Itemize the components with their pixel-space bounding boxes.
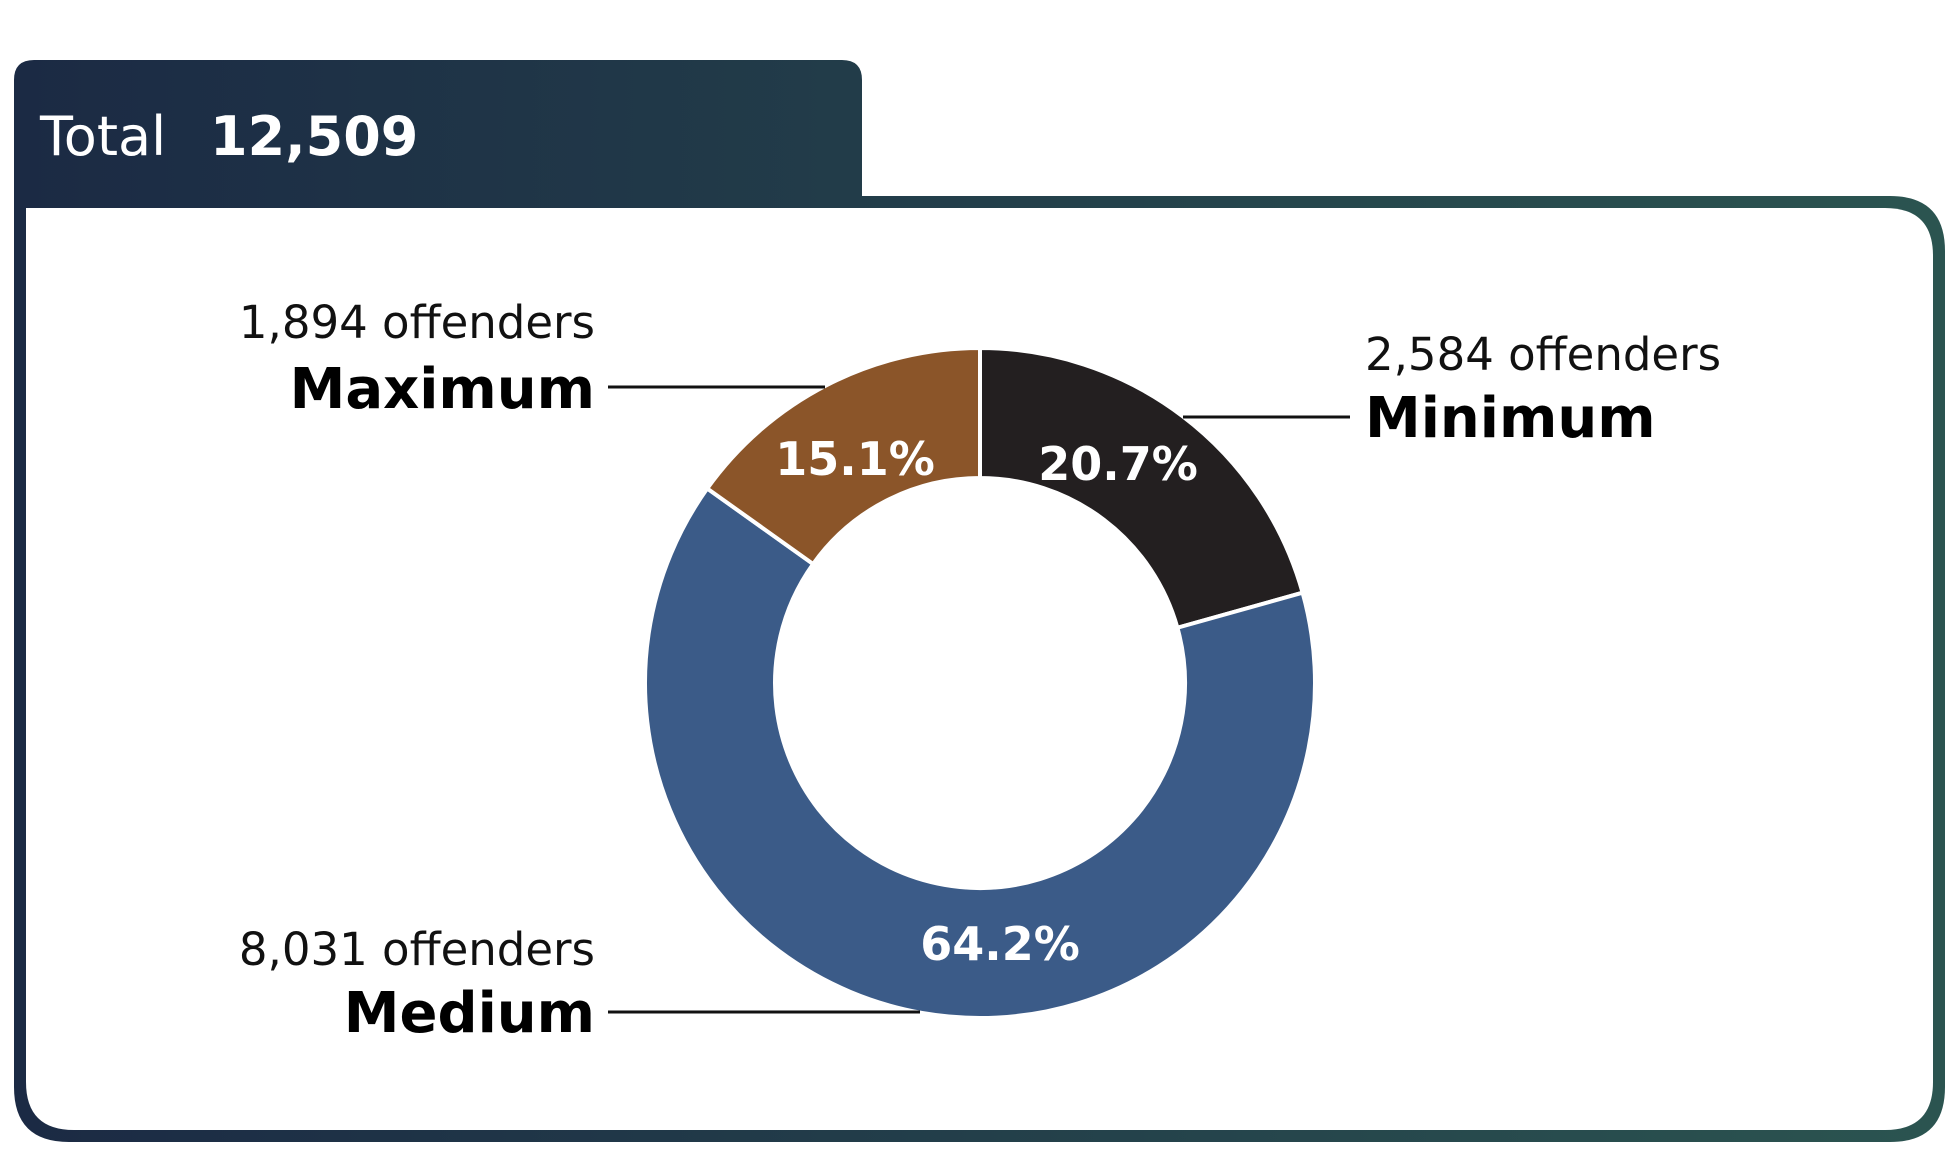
slice-medium bbox=[643, 486, 1318, 1020]
panel-body bbox=[26, 208, 1933, 1130]
name-label-minimum: Minimum bbox=[1365, 386, 1656, 451]
total-label: Total bbox=[39, 105, 166, 168]
name-label-medium: Medium bbox=[344, 981, 595, 1046]
percent-label-maximum: 15.1% bbox=[775, 432, 935, 486]
total-value: 12,509 bbox=[210, 105, 418, 168]
count-label-minimum: 2,584 offenders bbox=[1365, 328, 1721, 381]
name-label-maximum: Maximum bbox=[290, 357, 595, 422]
slice-minimum bbox=[978, 346, 1305, 630]
count-label-maximum: 1,894 offenders bbox=[239, 296, 595, 349]
donut-chart bbox=[643, 346, 1318, 1020]
slice-maximum bbox=[705, 346, 982, 566]
percent-label-medium: 64.2% bbox=[920, 917, 1080, 971]
count-label-medium: 8,031 offenders bbox=[239, 923, 595, 976]
percent-label-minimum: 20.7% bbox=[1038, 437, 1198, 491]
